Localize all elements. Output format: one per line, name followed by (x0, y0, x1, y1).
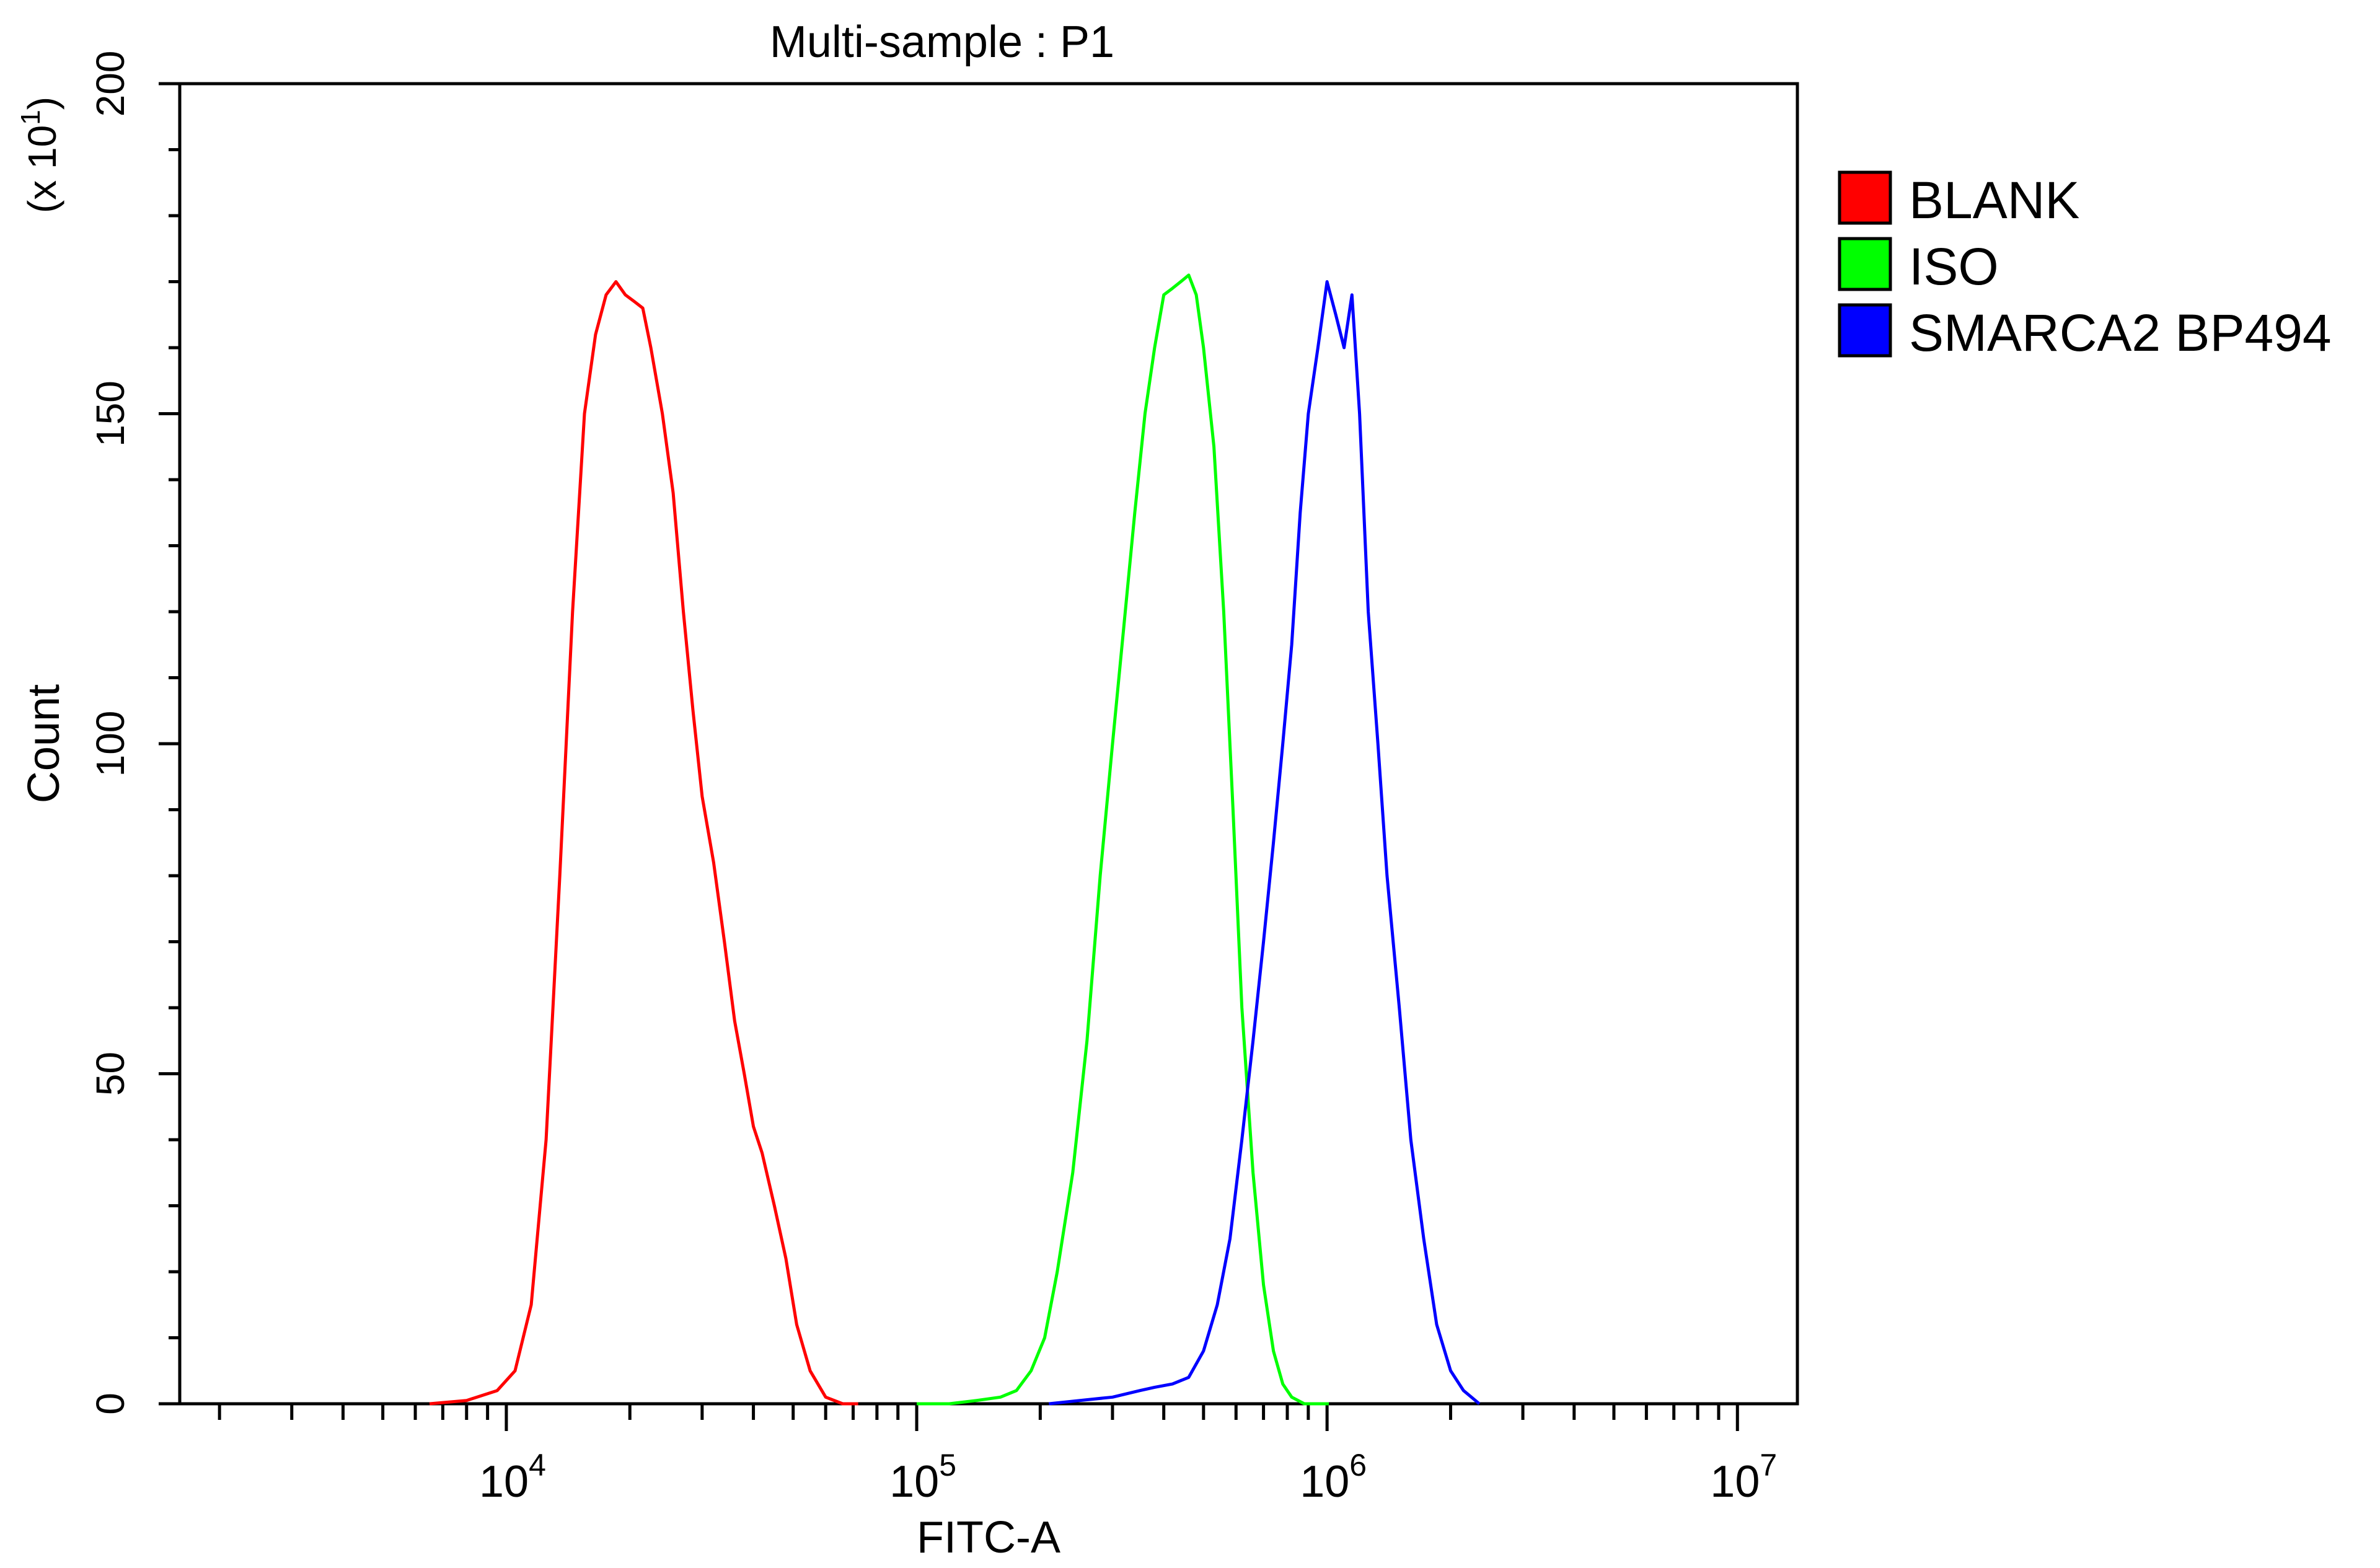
histogram-series (429, 273, 1481, 1406)
x-tick-exponent: 6 (1349, 1448, 1367, 1482)
chart-title: Multi-sample : P1 (770, 17, 1114, 67)
y-multiplier-close: ) (20, 97, 64, 110)
x-tick-label: 106 (1300, 1448, 1367, 1507)
x-tick-base: 10 (1300, 1457, 1349, 1507)
x-tick-label: 107 (1710, 1448, 1777, 1507)
legend: BLANK ISO SMARCA2 BP494 (1838, 170, 2332, 362)
x-tick-base: 10 (479, 1457, 529, 1507)
y-axis-multiplier: (x 101) (15, 97, 64, 213)
legend-label-smarca2: SMARCA2 BP494 (1909, 304, 2332, 362)
legend-swatch-smarca2 (1838, 303, 1892, 358)
x-tick-base: 10 (1710, 1457, 1760, 1507)
legend-swatch-iso (1838, 237, 1892, 291)
y-tick-label: 50 (88, 1052, 133, 1096)
y-tick-label: 150 (88, 381, 133, 447)
y-tick-label: 200 (88, 51, 133, 117)
y-axis-label: Count (19, 684, 69, 803)
x-axis-label: FITC-A (917, 1513, 1060, 1562)
series-line-smarca2-bp494 (1049, 280, 1481, 1406)
x-tick-base: 10 (889, 1457, 939, 1507)
x-tick-label: 105 (889, 1448, 956, 1507)
x-tick-label: 104 (479, 1448, 546, 1507)
y-axis-ticks: 0 50 100 150 200 (88, 51, 180, 1415)
series-line-iso (917, 273, 1329, 1406)
y-multiplier-prefix: (x 10 (20, 125, 64, 213)
legend-swatch-blank (1838, 170, 1892, 225)
y-tick-label: 100 (88, 711, 133, 777)
y-multiplier-exponent: 1 (15, 110, 46, 125)
legend-label-iso: ISO (1909, 237, 1999, 296)
x-tick-exponent: 7 (1760, 1448, 1777, 1482)
legend-label-blank: BLANK (1909, 171, 2079, 229)
series-line-blank (429, 280, 858, 1406)
y-tick-label: 0 (88, 1393, 133, 1415)
x-tick-exponent: 5 (939, 1448, 956, 1482)
x-tick-exponent: 4 (529, 1448, 546, 1482)
x-axis-ticks: 104 105 106 107 (218, 1404, 1777, 1507)
